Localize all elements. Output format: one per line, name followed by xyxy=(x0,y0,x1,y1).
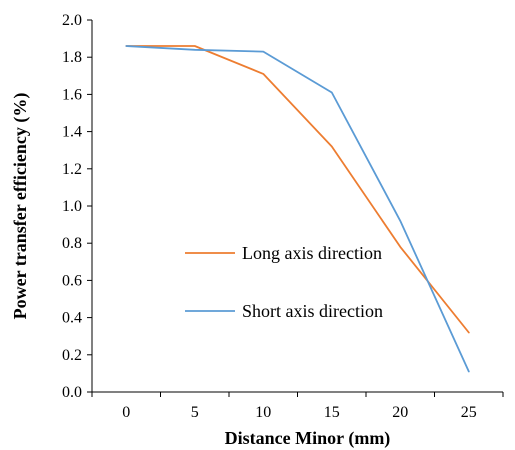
series-lines xyxy=(125,45,470,373)
x-tick-label: 0 xyxy=(122,404,130,421)
y-tick-label: 0.8 xyxy=(62,235,82,252)
data-point xyxy=(193,45,196,48)
y-tick-label: 1.4 xyxy=(62,124,82,141)
y-tick-label: 1.0 xyxy=(62,198,82,215)
data-point xyxy=(262,72,265,75)
series-line-0 xyxy=(125,45,470,334)
series-line-1 xyxy=(125,45,470,373)
y-axis-title: Power transfer efficiency (%) xyxy=(10,93,31,320)
y-tick-label: 1.2 xyxy=(62,161,82,178)
y-axis-ticks: 0.0 0.2 0.4 0.6 0.8 1.0 1.2 1.4 1.6 1.8 2.0 xyxy=(62,12,92,401)
x-tick-label: 15 xyxy=(324,404,340,421)
x-axis-ticks: 0 5 10 15 20 25 xyxy=(91,392,504,421)
data-point xyxy=(193,48,196,51)
y-tick-label: 0.2 xyxy=(62,347,82,364)
x-tick-label: 20 xyxy=(392,404,408,421)
x-axis-title: Distance Minor (mm) xyxy=(225,428,391,449)
legend: Long axis direction Short axis direction xyxy=(185,243,383,321)
data-point xyxy=(262,50,265,53)
x-tick-label: 25 xyxy=(461,404,477,421)
legend-label: Long axis direction xyxy=(242,243,382,263)
data-point xyxy=(467,370,470,373)
y-tick-label: 1.8 xyxy=(62,49,82,66)
y-tick-label: 0.0 xyxy=(62,384,82,401)
y-tick-label: 0.4 xyxy=(62,310,82,327)
data-point xyxy=(330,91,333,94)
data-point xyxy=(399,219,402,222)
data-point xyxy=(125,45,128,48)
y-tick-label: 0.6 xyxy=(62,272,82,289)
x-tick-label: 5 xyxy=(191,404,199,421)
y-tick-label: 2.0 xyxy=(62,12,82,29)
data-point xyxy=(467,331,470,334)
x-tick-label: 10 xyxy=(255,404,271,421)
legend-label: Short axis direction xyxy=(242,301,383,321)
axes xyxy=(91,20,503,393)
data-point xyxy=(399,245,402,248)
data-point xyxy=(330,145,333,148)
y-tick-label: 1.6 xyxy=(62,86,82,103)
